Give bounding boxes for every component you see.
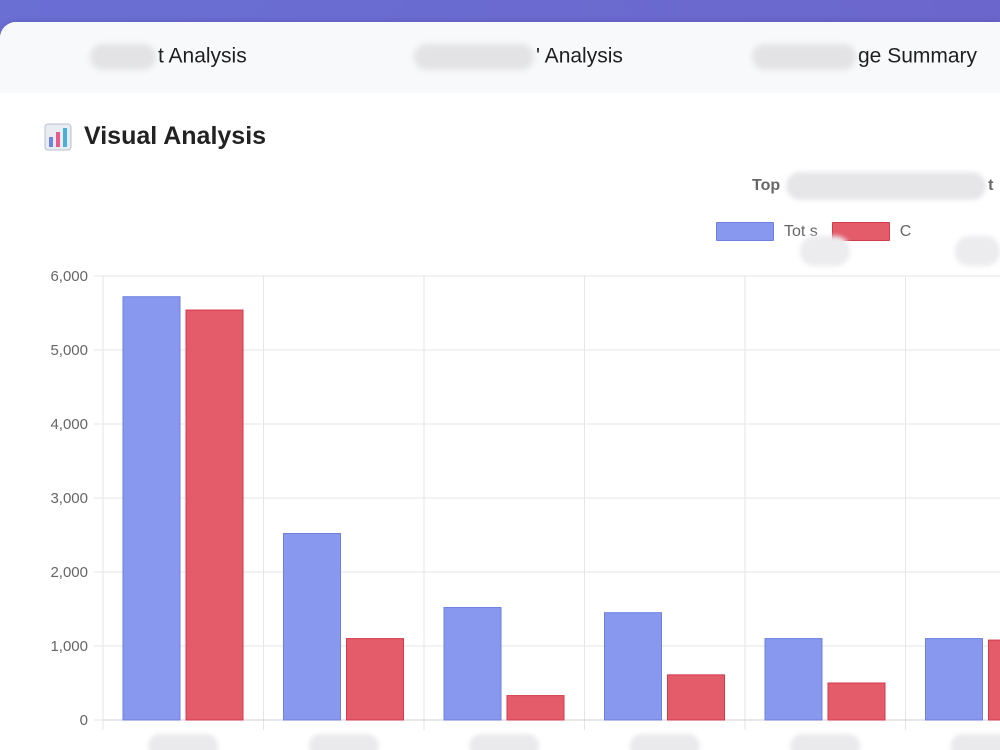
section-title-text: Visual Analysis: [84, 122, 267, 150]
redacted-text: [800, 236, 850, 266]
redacted-text: [955, 236, 1000, 266]
redacted-text: [752, 44, 856, 70]
tab-1[interactable]: t Analysis: [90, 44, 247, 70]
tab-2[interactable]: ' Analysis: [414, 44, 623, 70]
tab-2-label: ' Analysis: [536, 44, 623, 68]
redacted-text: [90, 44, 156, 70]
redacted-text: [414, 44, 534, 70]
legend-label-2: C: [899, 222, 912, 240]
tab-3-label: ge Summary: [858, 44, 978, 68]
tab-3[interactable]: ge Summary: [752, 44, 977, 70]
section-title: Visual Analysis: [44, 122, 266, 151]
tab-1-label: t Analysis: [158, 44, 247, 68]
chart-legend: Tot s C: [716, 222, 911, 241]
legend-swatch-2[interactable]: [831, 222, 890, 241]
legend-swatch-1[interactable]: [716, 222, 774, 241]
chart-title-text: Top: [752, 177, 781, 194]
tab-bar: t Analysis ' Analysis ge Summary: [0, 22, 1000, 93]
legend-label-1: Tot s: [784, 222, 818, 240]
chart-title: Top t: [752, 172, 993, 200]
redacted-text: [786, 172, 987, 200]
bar-chart-icon: [44, 123, 72, 150]
